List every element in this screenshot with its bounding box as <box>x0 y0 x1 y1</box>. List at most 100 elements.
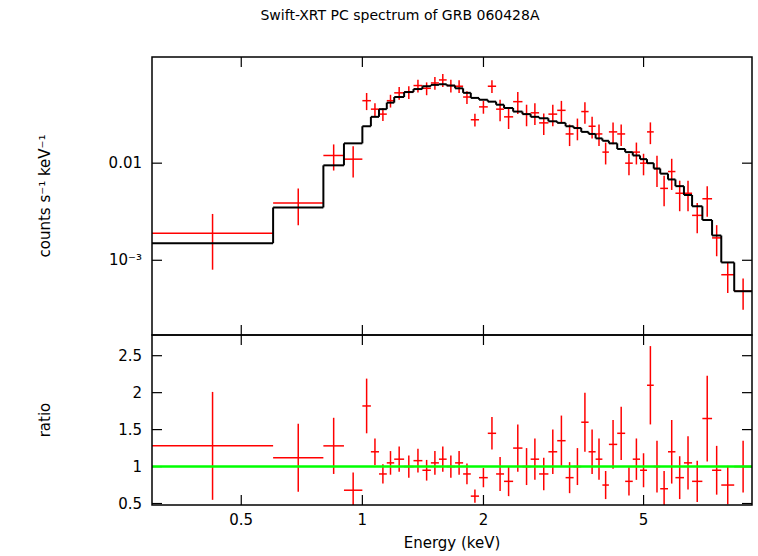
model-step-riser <box>378 109 380 117</box>
data-point <box>647 346 654 424</box>
model-step <box>609 142 617 144</box>
data-point <box>362 93 371 110</box>
model-step-riser <box>403 92 405 97</box>
model-step-riser <box>393 97 395 103</box>
axes: 10⁻³0.01 <box>109 57 752 335</box>
y-error-bar <box>727 466 729 504</box>
data-point <box>609 122 617 144</box>
model-step <box>273 206 323 208</box>
y-error-bar <box>390 95 392 108</box>
y-error-bar <box>628 154 630 176</box>
data-point <box>712 225 721 256</box>
y-tick <box>152 260 162 261</box>
model-step-riser <box>343 143 345 165</box>
data-point <box>609 420 617 469</box>
model-step-riser <box>386 103 388 110</box>
x-tick-label: 5 <box>639 511 649 529</box>
background <box>0 0 758 556</box>
data-point <box>734 278 752 309</box>
model-step-riser <box>701 206 703 220</box>
model-step-riser <box>667 174 669 180</box>
data-point <box>422 460 430 481</box>
model-step <box>455 87 463 89</box>
y-error-bar <box>643 453 645 487</box>
data-point <box>684 436 692 489</box>
y-tick-label: 10⁻³ <box>109 251 142 269</box>
model-step <box>660 173 668 175</box>
y-error-bar <box>716 225 718 256</box>
y-error-bar <box>620 125 622 147</box>
y-tick <box>152 355 162 356</box>
y-tick-label: 2.5 <box>118 347 142 365</box>
y-error-bar <box>534 438 536 479</box>
x-tick <box>241 57 242 67</box>
data-point <box>513 92 522 114</box>
data-point <box>379 108 387 121</box>
model-step <box>581 131 588 133</box>
data-point <box>557 101 565 123</box>
data-point <box>633 438 640 479</box>
y-error-bar <box>628 467 630 495</box>
y-error-bar <box>696 203 698 233</box>
model-step <box>431 84 439 86</box>
data-point <box>596 125 603 147</box>
data-point <box>387 451 394 475</box>
data-point <box>413 449 422 473</box>
data-point <box>557 416 565 466</box>
model-step-riser <box>454 86 456 89</box>
model-step-riser <box>421 86 423 89</box>
x-tick <box>362 495 363 505</box>
model-step <box>323 164 344 166</box>
data-point <box>479 101 488 114</box>
model-step <box>596 137 603 139</box>
model-step-riser <box>573 126 575 128</box>
data-point <box>539 113 548 135</box>
x-error-bar <box>574 127 582 129</box>
y-error-bar <box>483 101 485 114</box>
plot-area <box>152 346 752 505</box>
data-point <box>323 144 344 170</box>
data-point <box>668 420 675 484</box>
y-error-bar <box>543 458 545 491</box>
y-tick-label: 0.5 <box>118 495 142 513</box>
y-tick <box>152 503 162 504</box>
y-error-bar <box>434 451 436 475</box>
model-step <box>387 102 394 104</box>
data-point <box>539 458 548 491</box>
y-error-bar <box>679 456 681 499</box>
data-point <box>602 471 609 499</box>
data-point <box>647 122 654 144</box>
model-step <box>344 142 362 144</box>
data-point <box>471 114 479 127</box>
model-step <box>404 91 413 93</box>
y-tick-label: 1.5 <box>118 421 142 439</box>
y-error-bar <box>417 80 419 93</box>
y-error-bar <box>297 424 299 492</box>
model-step <box>633 154 640 156</box>
data-point <box>675 456 684 499</box>
model-step-riser <box>547 118 549 121</box>
y-tick <box>742 503 752 504</box>
data-point <box>496 100 504 122</box>
model-step-riser <box>438 83 440 86</box>
data-point <box>581 393 588 452</box>
data-point <box>455 80 463 93</box>
x-error-bar <box>447 85 455 87</box>
y-error-bar <box>716 446 718 495</box>
data-point <box>152 392 273 500</box>
model-step-riser <box>659 169 661 174</box>
model-step <box>617 148 625 150</box>
data-point <box>712 446 721 495</box>
data-point <box>362 379 371 434</box>
model-step <box>413 88 422 90</box>
y-error-bar <box>577 119 579 141</box>
data-point <box>633 143 640 165</box>
data-point <box>640 154 647 176</box>
model-step-riser <box>495 102 497 105</box>
model-step-riser <box>674 179 676 186</box>
x-tick <box>362 57 363 67</box>
y-error-bar <box>491 417 493 450</box>
y-error-bar <box>458 80 460 93</box>
x-tick <box>483 325 484 335</box>
y-error-bar <box>598 125 600 147</box>
